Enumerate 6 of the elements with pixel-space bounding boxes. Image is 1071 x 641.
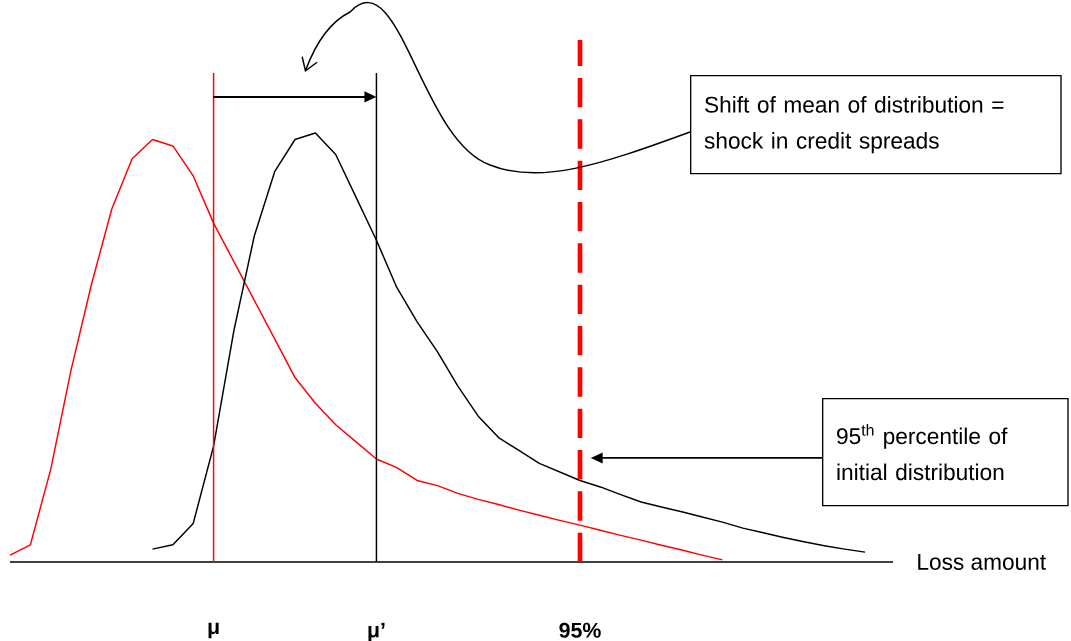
x-tick-label: μ’ <box>368 622 385 641</box>
x-tick-label: 95% <box>559 622 601 638</box>
annotation: Shift of mean of distribution = shock in credit spreads <box>704 96 1004 154</box>
annotation: 95$^{th}$ percentile of initial distribution <box>837 424 1008 481</box>
x-tick-label: μ <box>208 622 219 639</box>
x-axis-title: Loss amount <box>918 554 1046 570</box>
